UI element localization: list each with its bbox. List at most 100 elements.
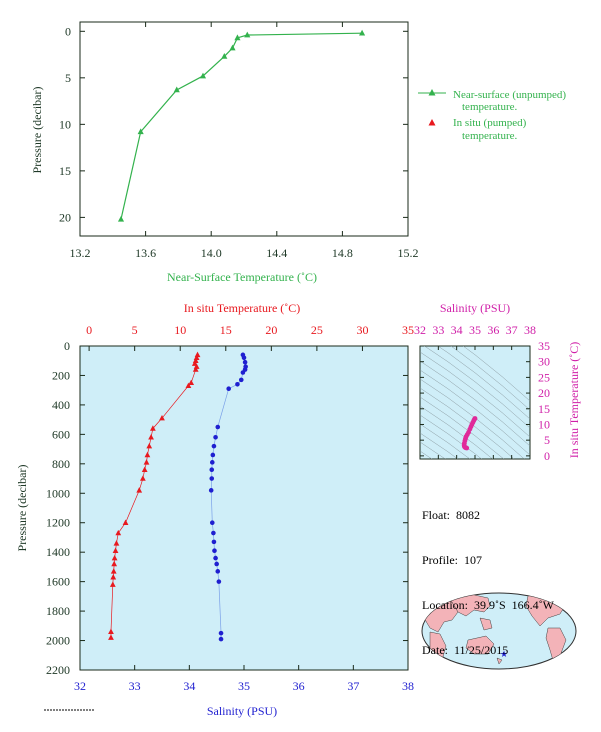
main-top-tick-label: 25 xyxy=(311,323,323,337)
near-surface-temperature-point xyxy=(173,86,180,93)
map-land-new-zealand xyxy=(496,657,503,665)
top-x-tick-label: 14.0 xyxy=(201,246,222,260)
salinity-point xyxy=(218,630,224,636)
float-location: Location: 39.9˚S 166.4˚W xyxy=(422,598,554,612)
near-surface-temperature-point xyxy=(137,128,144,135)
top-legend: Near-surface (unpumped) temperature. In s… xyxy=(418,89,566,142)
salinity-point xyxy=(209,467,215,473)
salinity-point xyxy=(216,579,222,584)
salinity-point xyxy=(241,355,247,361)
main-top-tick-label: 35 xyxy=(402,323,414,337)
in-situ-temperature-point xyxy=(136,487,143,493)
in-situ-temperature-point xyxy=(111,554,118,561)
ts-density-contour xyxy=(420,360,530,447)
in-situ-temperature-point xyxy=(185,382,192,389)
legend-text-in-situ-line1: In situ (pumped) xyxy=(453,117,527,129)
main-top-tick-label: 10 xyxy=(174,323,186,337)
main-y-tick-label: 400 xyxy=(52,398,70,412)
salinity-point xyxy=(215,569,221,574)
in-situ-temperature-point xyxy=(188,379,195,386)
legend-text-near-surface-line1: Near-surface (unpumped) xyxy=(453,89,566,101)
legend-label-in-situ: In situ (pumped) temperature. xyxy=(453,117,527,142)
main-top-tick-label: 30 xyxy=(356,323,368,337)
in-situ-temperature-point xyxy=(143,459,150,465)
top-x-tick-label: 13.2 xyxy=(70,246,91,260)
ts-title: Salinity (PSU) xyxy=(440,301,510,315)
ts-density-contour xyxy=(463,346,530,402)
salinity-point xyxy=(211,443,217,449)
ts-x-tick-label: 38 xyxy=(524,323,536,337)
top-plot-frame xyxy=(79,21,409,237)
salinity-point xyxy=(211,530,216,536)
legend-text-in-situ-line2: temperature. xyxy=(462,130,518,142)
ts-density-contour xyxy=(420,432,459,459)
main-top-axis-label: In situ Temperature (˚C) xyxy=(184,301,301,315)
in-situ-temperature-point xyxy=(112,547,119,553)
in-situ-temperature-point xyxy=(113,540,120,546)
in-situ-temperature-point xyxy=(108,628,114,634)
float-info: Float: 8082 Profile: 107 Location: 39.9˚… xyxy=(422,478,554,673)
near-surface-temperature-point xyxy=(234,34,241,41)
ts-density-contour xyxy=(420,423,471,459)
ts-y-tick-label: 20 xyxy=(538,386,550,400)
salinity-point xyxy=(210,452,216,458)
ts-x-tick-label: 37 xyxy=(506,323,518,337)
main-bottom-tick-label: 35 xyxy=(238,679,250,693)
main-y-tick-label: 1400 xyxy=(46,545,70,559)
salinity-point xyxy=(214,561,219,567)
top-x-tick-label: 15.2 xyxy=(398,246,419,260)
salinity-point xyxy=(213,555,218,561)
ts-x-tick-label: 35 xyxy=(469,323,481,337)
ts-x-tick-label: 33 xyxy=(432,323,444,337)
main-top-tick-label: 0 xyxy=(86,323,92,337)
in-situ-temperature-point xyxy=(144,451,151,458)
main-plot-frame xyxy=(79,345,409,671)
top-y-tick-label: 10 xyxy=(59,117,71,131)
main-y-tick-label: 1000 xyxy=(46,486,70,500)
in-situ-temperature-point xyxy=(141,466,148,472)
ts-density-contour xyxy=(424,346,530,429)
ts-density-contour xyxy=(420,351,530,438)
salinity-point xyxy=(240,370,246,375)
near-surface-temperature-point xyxy=(244,31,251,38)
salinity-point xyxy=(209,520,215,526)
in-situ-temperature-point xyxy=(150,425,156,431)
salinity-point xyxy=(242,359,248,365)
near-surface-temperature-point xyxy=(229,44,236,51)
in-situ-temperature-point xyxy=(146,442,153,449)
in-situ-temperature-point xyxy=(109,581,116,587)
ts-x-tick-label: 36 xyxy=(487,323,499,337)
in-situ-temperature-point xyxy=(148,434,154,440)
main-bottom-tick-label: 38 xyxy=(402,679,414,693)
profile-number: Profile: 107 xyxy=(422,553,482,567)
main-y-tick-label: 2200 xyxy=(46,663,70,677)
ts-density-contour xyxy=(420,369,530,456)
ts-density-contour xyxy=(437,346,530,420)
main-y-tick-label: 1800 xyxy=(46,604,70,618)
main-chart: 0200400600800100012001400160018002000220… xyxy=(15,301,414,718)
ts-density-contour xyxy=(420,450,433,459)
legend-marker-in-situ xyxy=(428,119,436,126)
main-top-tick-label: 5 xyxy=(132,323,138,337)
main-y-tick-label: 2000 xyxy=(46,634,70,648)
main-y-tick-label: 0 xyxy=(64,339,70,353)
main-y-tick-label: 1600 xyxy=(46,575,70,589)
legend-label-near-surface: Near-surface (unpumped) temperature. xyxy=(453,89,566,113)
top-chart: 13.2 13.6 14.0 14.4 14.8 15.2 0 5 10 15 20 Near-S… xyxy=(30,21,419,284)
ts-density-contour xyxy=(450,346,530,411)
salinity-point xyxy=(238,377,244,383)
salinity-point xyxy=(209,460,215,465)
main-bottom-tick-label: 37 xyxy=(347,679,359,693)
ts-y-tick-label: 25 xyxy=(538,370,550,384)
in-situ-temperature-point xyxy=(111,560,118,567)
near-surface-temperature-point xyxy=(199,72,207,79)
salinity-point xyxy=(211,539,217,545)
ts-y-tick-label: 5 xyxy=(544,433,550,447)
map-land-australia xyxy=(465,635,495,655)
main-bottom-tick-label: 34 xyxy=(183,679,195,693)
main-y-axis-label: Pressure (decibar) xyxy=(15,465,29,552)
main-y-tick-label: 200 xyxy=(52,368,70,382)
in-situ-temperature-point xyxy=(122,519,129,525)
near-surface-temperature-point xyxy=(221,53,228,59)
